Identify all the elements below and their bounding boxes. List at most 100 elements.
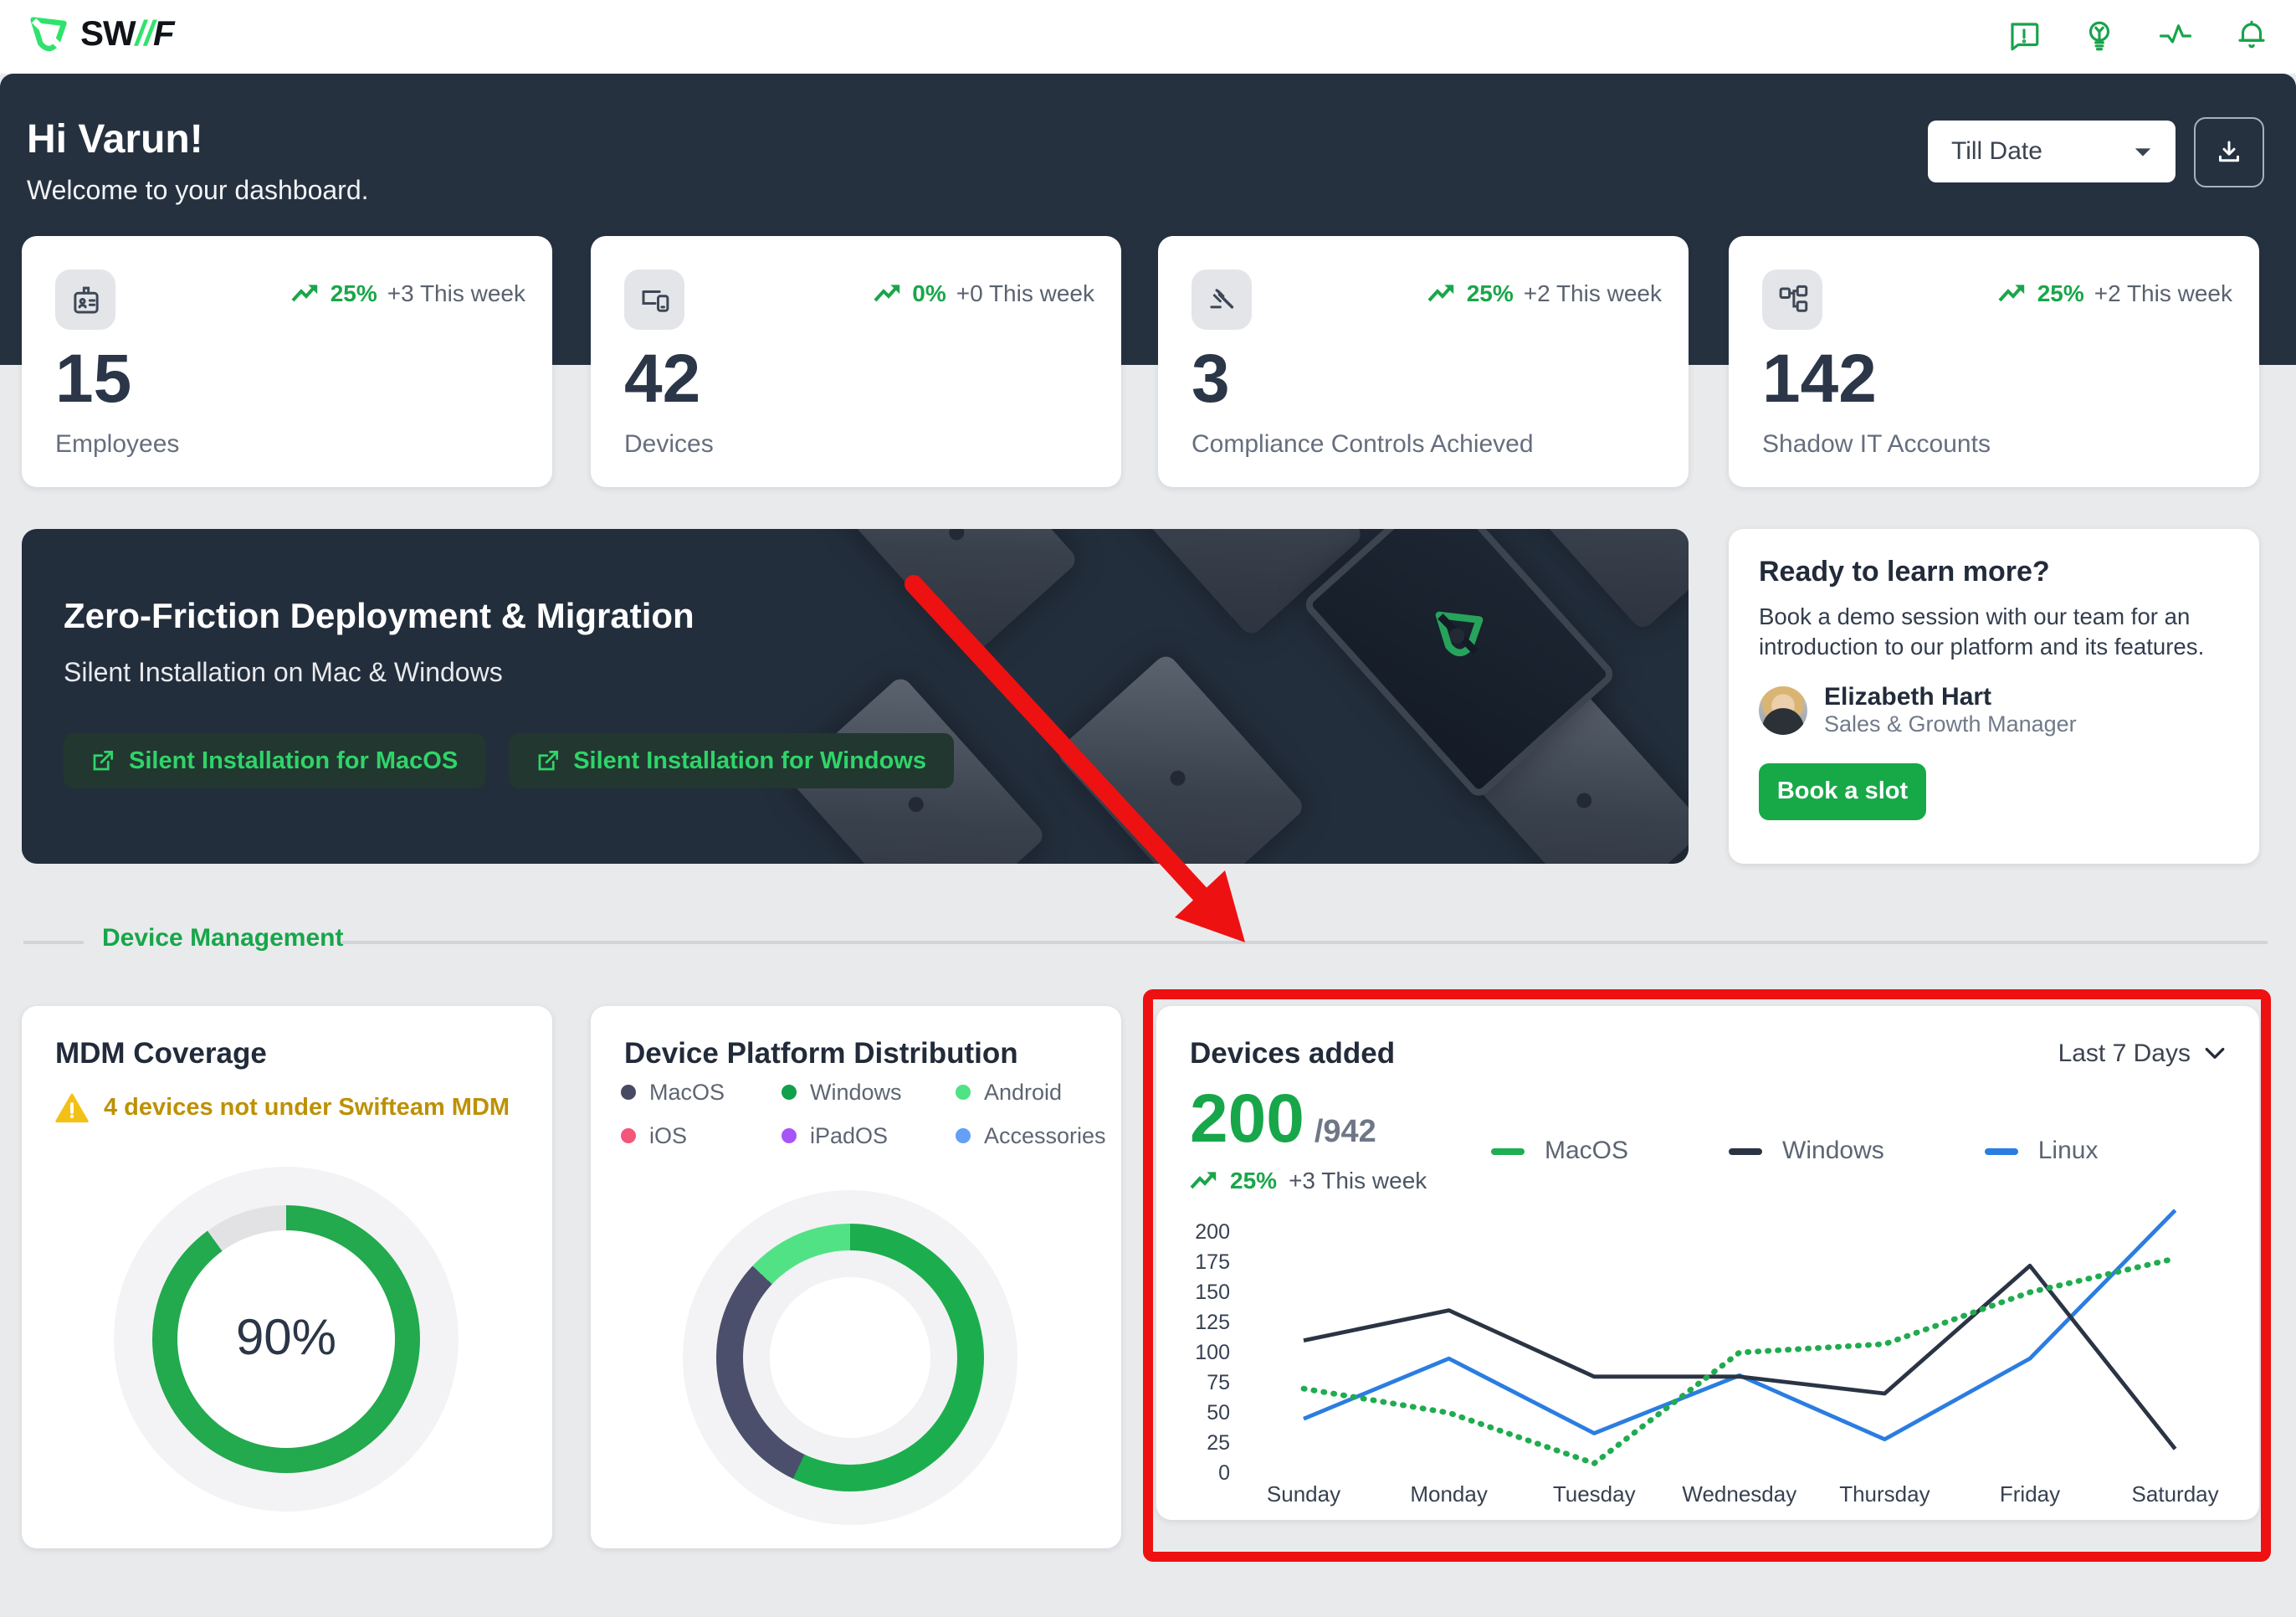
legend-label: MacOS	[1545, 1137, 1629, 1165]
activity-icon[interactable]	[2157, 18, 2194, 54]
legend-label: iPadOS	[810, 1123, 889, 1148]
trend-up-icon	[292, 285, 318, 302]
trend-up-icon	[1190, 1172, 1217, 1189]
legend-item: Android	[956, 1080, 1153, 1105]
line-legend-item: MacOS	[1491, 1137, 1628, 1165]
line-chart-legend: MacOS Windows Linux	[1491, 1137, 2098, 1165]
stat-label: Shadow IT Accounts	[1762, 430, 1991, 459]
swif-logo[interactable]: SW//F	[27, 13, 175, 57]
x-axis-label: Monday	[1410, 1481, 1488, 1507]
devices-count: 200	[1190, 1080, 1304, 1157]
hierarchy-icon	[1778, 284, 1807, 311]
person-name: Elizabeth Hart	[1824, 683, 1992, 711]
stat-trend-pct: 25%	[2037, 280, 2084, 306]
series-macos	[1300, 1255, 2178, 1467]
stat-value: 3	[1192, 340, 1230, 417]
chevron-down-icon	[2205, 1047, 2225, 1059]
legend-dot	[956, 1085, 971, 1100]
y-axis-tick: 100	[1195, 1341, 1230, 1364]
device-management-section: Device Management	[0, 924, 2296, 957]
devices-added-title: Devices added	[1190, 1036, 1396, 1070]
stat-card-employees[interactable]: 25% +3 This week 15 Employees	[22, 236, 552, 487]
stat-trend-delta: +2 This week	[2094, 280, 2232, 306]
feedback-icon[interactable]	[2006, 18, 2042, 54]
legend-dash	[1729, 1147, 1763, 1154]
platform-donut-center	[770, 1277, 930, 1438]
person-role: Sales & Growth Manager	[1824, 711, 2077, 737]
legend-dot	[956, 1128, 971, 1143]
top-navbar: SW//F	[0, 0, 2296, 74]
external-link-icon	[537, 751, 558, 771]
mdm-warning: 4 devices not under Swifteam MDM	[55, 1093, 510, 1123]
devices-trend: 25% +3 This week	[1190, 1167, 1427, 1194]
x-axis-label: Thursday	[1839, 1481, 1930, 1507]
warning-icon	[55, 1093, 89, 1123]
silent-install-windows-button[interactable]: Silent Installation for Windows	[508, 733, 954, 788]
y-axis-tick: 0	[1218, 1461, 1230, 1485]
legend-label: Android	[984, 1080, 1063, 1105]
lightbulb-icon[interactable]	[2082, 18, 2117, 54]
stat-trend-delta: +0 This week	[956, 280, 1094, 306]
devices-total: /942	[1314, 1115, 1376, 1150]
stat-trend-delta: +2 This week	[1523, 280, 1662, 306]
mdm-coverage-value: 90%	[235, 1311, 337, 1366]
stat-trend-pct: 25%	[1466, 280, 1514, 306]
stat-card-compliance[interactable]: 25% +2 This week 3 Compliance Controls Ac…	[1158, 236, 1689, 487]
stat-label: Compliance Controls Achieved	[1192, 430, 1534, 459]
legend-label: Windows	[810, 1080, 902, 1105]
caret-down-icon	[2135, 147, 2151, 156]
stat-value: 42	[624, 340, 701, 417]
devices-trend-pct: 25%	[1230, 1167, 1278, 1194]
trend-up-icon	[874, 285, 900, 302]
trend-up-icon	[1428, 285, 1454, 302]
line-legend-item: Linux	[1984, 1137, 2098, 1165]
stat-card-devices[interactable]: 0% +0 This week 42 Devices	[591, 236, 1121, 487]
stat-trend-pct: 0%	[912, 280, 946, 306]
book-a-slot-button[interactable]: Book a slot	[1759, 763, 1926, 820]
x-axis-label: Friday	[2000, 1481, 2060, 1507]
id-badge-icon	[73, 285, 98, 313]
date-filter-dropdown[interactable]: Till Date	[1928, 121, 2176, 182]
y-axis-tick: 200	[1195, 1220, 1230, 1244]
stat-value: 142	[1762, 340, 1877, 417]
demo-card: Ready to learn more? Book a demo session…	[1729, 529, 2259, 864]
swif-shield-icon	[30, 17, 67, 52]
legend-item: Windows	[782, 1080, 956, 1105]
stat-trend-delta: +3 This week	[387, 280, 525, 306]
banner-subtitle: Silent Installation on Mac & Windows	[64, 660, 503, 688]
navbar-icon-group	[2006, 18, 2269, 54]
x-axis-label: Wednesday	[1682, 1481, 1796, 1507]
x-axis-label: Sunday	[1267, 1481, 1340, 1507]
welcome-subtitle: Welcome to your dashboard.	[27, 177, 369, 206]
silent-install-macos-button[interactable]: Silent Installation for MacOS	[64, 733, 485, 788]
bell-icon[interactable]	[2234, 18, 2269, 54]
avatar	[1759, 685, 1807, 734]
y-axis-tick: 175	[1195, 1250, 1230, 1274]
platform-legend: MacOS Windows Android iOS iPadOS Accessories	[621, 1080, 1153, 1148]
devices-icon	[641, 290, 669, 311]
devices-trend-delta: +3 This week	[1289, 1167, 1427, 1194]
range-dropdown[interactable]: Last 7 Days	[2058, 1040, 2226, 1068]
legend-item: iOS	[621, 1123, 782, 1148]
legend-label: Windows	[1782, 1137, 1884, 1165]
legend-dot	[782, 1085, 797, 1100]
stat-trend-pct: 25%	[330, 280, 377, 306]
divider-line	[341, 941, 2268, 943]
stat-label: Devices	[624, 430, 714, 459]
platform-distribution-card: Device Platform Distribution MacOS Window…	[591, 1006, 1121, 1548]
devices-added-line-chart[interactable]: 200 175 150 125 100 75 50 25 0 Sunday Monday Tuesda…	[1156, 1173, 2259, 1517]
date-filter-value: Till Date	[1951, 137, 2042, 166]
divider-line	[23, 941, 84, 943]
mdm-coverage-card: MDM Coverage 4 devices not under Swiftea…	[22, 1006, 552, 1548]
download-report-button[interactable]	[2194, 117, 2264, 187]
legend-label: MacOS	[649, 1080, 725, 1105]
mdm-coverage-title: MDM Coverage	[55, 1036, 267, 1070]
mdm-warning-text: 4 devices not under Swifteam MDM	[104, 1095, 510, 1122]
external-link-icon	[93, 751, 113, 771]
y-axis-tick: 50	[1207, 1401, 1230, 1424]
x-axis-label: Saturday	[2132, 1481, 2219, 1507]
stat-card-shadow-it[interactable]: 25% +2 This week 142 Shadow IT Accounts	[1729, 236, 2259, 487]
download-icon	[2219, 141, 2239, 162]
